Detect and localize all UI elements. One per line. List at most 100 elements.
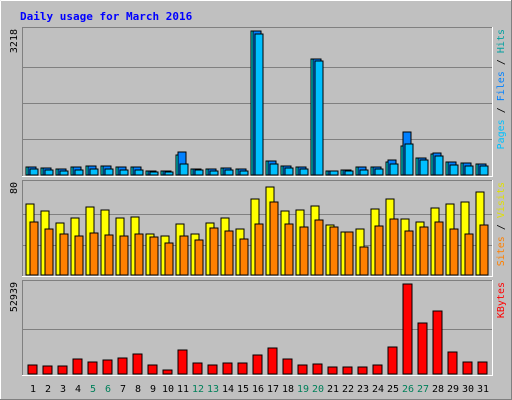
bar-kbytes — [42, 365, 53, 375]
bar-kbytes — [462, 361, 473, 375]
x-tick-label: 16 — [252, 384, 264, 395]
chart-panels: 3218 Pages / Files / Hits 80 Sites / Visits… — [9, 27, 507, 376]
bar-pages — [224, 169, 234, 176]
bar-pages — [209, 170, 219, 176]
x-tick-label: 24 — [372, 384, 384, 395]
x-tick-label: 20 — [312, 384, 324, 395]
x-tick-label: 23 — [357, 384, 369, 395]
bar-pages — [89, 168, 99, 176]
series-sites — [29, 201, 489, 276]
x-tick-label: 2 — [45, 384, 51, 395]
legend-labels: Pages / Files / Hits — [496, 29, 507, 149]
series-pages — [29, 33, 489, 176]
bar-kbytes — [27, 364, 38, 375]
bar-pages — [449, 164, 459, 176]
x-tick-label: 7 — [120, 384, 126, 395]
bar-sites — [164, 242, 174, 276]
bar-sites — [89, 232, 99, 276]
bar-kbytes — [222, 362, 233, 375]
bar-sites — [254, 223, 264, 276]
bar-sites — [389, 218, 399, 276]
x-tick-label: 30 — [462, 384, 474, 395]
legend-kbytes: KBytes — [496, 282, 507, 318]
bar-pages — [74, 169, 84, 176]
bar-sites — [179, 235, 189, 276]
bar-pages — [284, 167, 294, 176]
bar-pages — [374, 168, 384, 176]
bar-kbytes — [177, 349, 188, 375]
x-tick-label: 3 — [60, 384, 66, 395]
bar-pages — [119, 169, 129, 176]
x-tick-label: 21 — [327, 384, 339, 395]
x-tick-label: 31 — [477, 384, 489, 395]
x-tick-label: 9 — [150, 384, 156, 395]
bar-sites — [74, 235, 84, 276]
x-tick-label: 19 — [297, 384, 309, 395]
bar-kbytes — [192, 362, 203, 375]
legend-separator: / — [496, 53, 507, 71]
bar-sites — [404, 230, 414, 276]
bar-kbytes — [102, 359, 113, 375]
bar-sites — [104, 234, 114, 276]
x-tick-label: 29 — [447, 384, 459, 395]
bar-kbytes — [252, 354, 263, 375]
bar-sites — [119, 235, 129, 276]
bar-sites — [224, 230, 234, 276]
bar-kbytes — [312, 363, 323, 375]
bar-pages — [359, 169, 369, 176]
x-tick-label: 12 — [192, 384, 204, 395]
x-tick-label: 22 — [342, 384, 354, 395]
x-tick-label: 26 — [402, 384, 414, 395]
bar-sites — [479, 224, 489, 276]
legend-separator: / — [496, 218, 507, 236]
legend-labels: KBytes — [496, 282, 507, 318]
bar-kbytes — [402, 283, 413, 375]
bar-sites — [284, 223, 294, 276]
series-kbytes — [27, 283, 488, 375]
legend-pages: Pages — [496, 119, 507, 149]
chart-title: Daily usage for March 2016 — [20, 10, 193, 23]
x-tick-label: 8 — [135, 384, 141, 395]
legend-visits: Visits — [496, 182, 507, 218]
bar-pages — [314, 60, 324, 176]
bar-pages — [299, 168, 309, 176]
bar-pages — [59, 170, 69, 176]
bar-pages — [344, 170, 354, 176]
bar-kbytes — [87, 361, 98, 375]
bar-pages — [134, 169, 144, 176]
bar-pages — [479, 165, 489, 176]
bar-kbytes — [297, 364, 308, 375]
x-tick-label: 4 — [75, 384, 81, 395]
bar-kbytes — [57, 365, 68, 375]
x-tick-label: 14 — [222, 384, 234, 395]
bar-sites — [464, 233, 474, 276]
bar-sites — [314, 219, 324, 276]
bar-pages — [44, 169, 54, 176]
x-tick-label: 5 — [90, 384, 96, 395]
bar-sites — [374, 225, 384, 276]
y-max-label: 3218 — [9, 29, 20, 53]
y-max-label: 52939 — [9, 282, 20, 312]
legend-labels: Sites / Visits — [496, 182, 507, 266]
x-tick-label: 15 — [237, 384, 249, 395]
x-tick-label: 27 — [417, 384, 429, 395]
bar-sites — [344, 231, 354, 276]
bar-sites — [29, 221, 39, 276]
bar-sites — [194, 239, 204, 276]
bar-sites — [359, 246, 369, 276]
bar-sites — [419, 226, 429, 276]
bar-kbytes — [357, 366, 368, 375]
bar-kbytes — [282, 358, 293, 375]
bar-kbytes — [267, 347, 278, 375]
bar-pages — [329, 170, 339, 176]
bar-kbytes — [477, 361, 488, 375]
x-tick-label: 6 — [105, 384, 111, 395]
bar-kbytes — [417, 322, 428, 375]
bar-pages — [179, 163, 189, 176]
y-max-label: 80 — [9, 182, 20, 194]
bar-sites — [239, 238, 249, 276]
bar-kbytes — [117, 357, 128, 375]
bar-sites — [449, 228, 459, 276]
bar-kbytes — [342, 366, 353, 375]
bar-pages — [149, 171, 159, 176]
